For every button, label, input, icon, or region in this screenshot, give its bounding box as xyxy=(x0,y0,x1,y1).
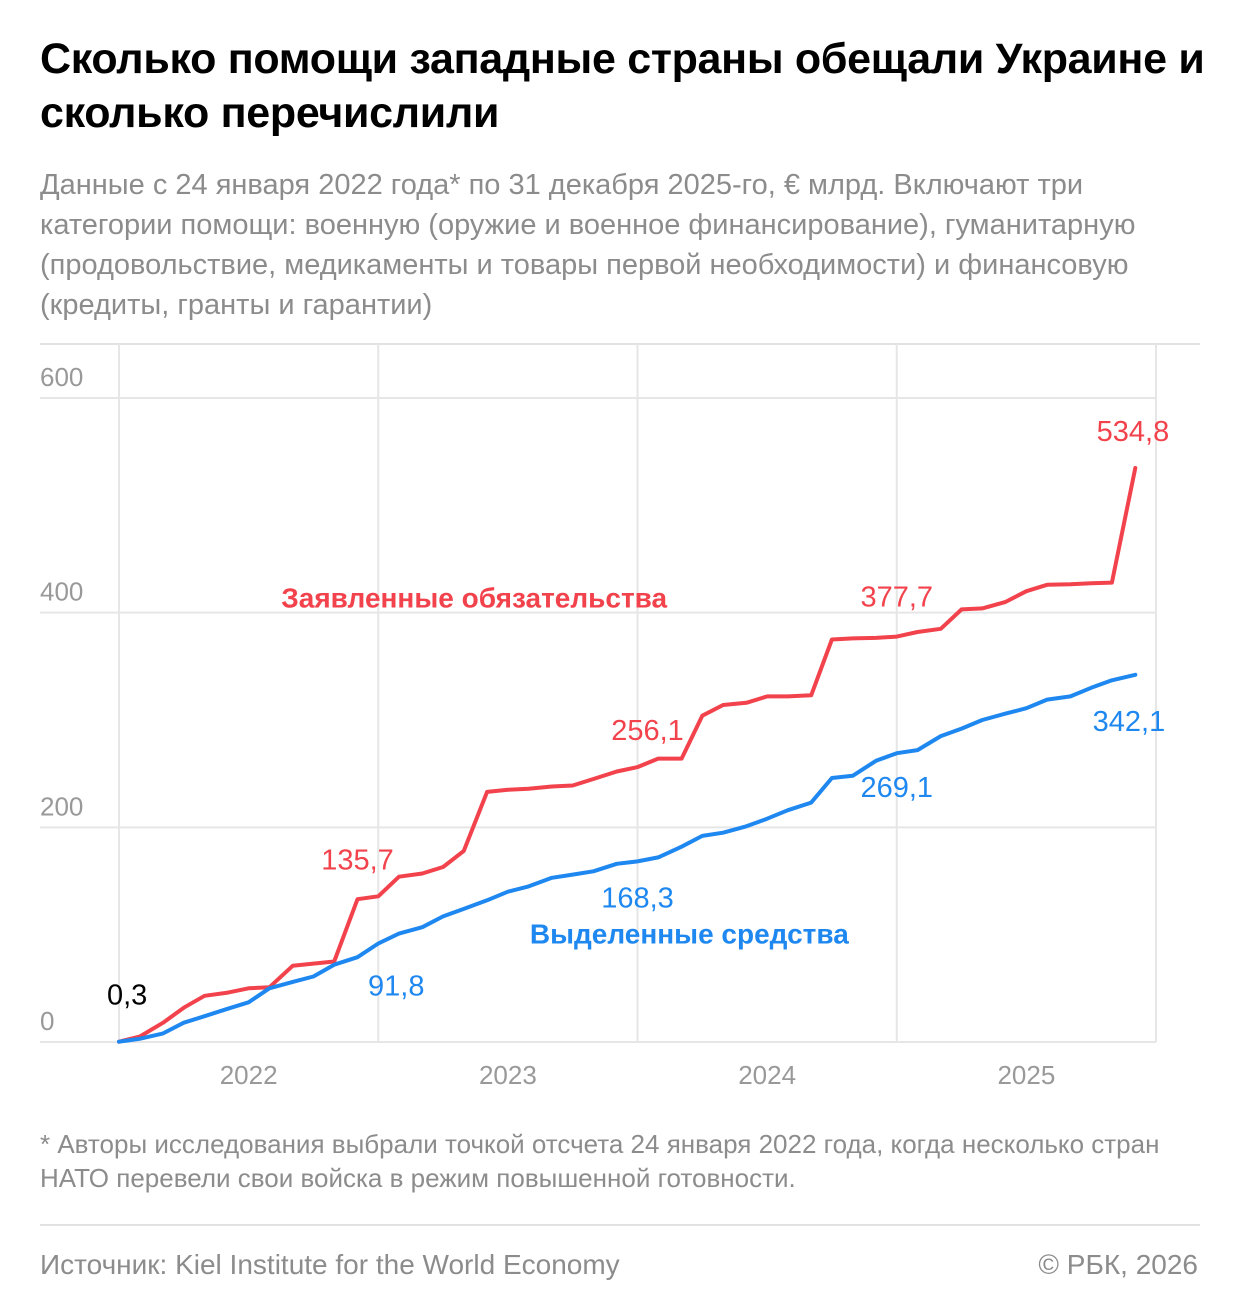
line-chart: 0 200 400 600 2022 2023 2024 2025 Заявленные обя… xyxy=(40,344,1170,1090)
chart-subtitle: Данные с 24 января 2022 года* по 31 дека… xyxy=(40,169,1136,321)
source-credit: Источник: Kiel Institute for the World E… xyxy=(40,1249,620,1280)
x-tick-label: 2023 xyxy=(479,1060,537,1090)
top-divider xyxy=(40,343,1200,345)
series-line-allocated xyxy=(117,672,1138,1044)
series-label: Заявленные обязательства xyxy=(281,582,667,613)
x-tick-label: 2022 xyxy=(220,1060,278,1090)
series-line-pledged xyxy=(117,466,1138,1044)
data-label: 534,8 xyxy=(1097,416,1170,448)
data-label: 256,1 xyxy=(611,715,684,747)
data-label: 168,3 xyxy=(601,882,674,914)
data-label: 0,3 xyxy=(107,980,147,1012)
data-label: 269,1 xyxy=(860,772,933,804)
y-tick-label: 400 xyxy=(40,577,83,607)
y-tick-label: 600 xyxy=(40,362,83,392)
copyright: © РБК, 2026 xyxy=(1038,1249,1198,1280)
bottom-divider xyxy=(40,1224,1200,1226)
data-label: 135,7 xyxy=(321,844,394,876)
page-title: Сколько помощи западные страны обещали У… xyxy=(40,35,1205,137)
y-tick-label: 200 xyxy=(40,791,83,821)
series-label: Выделенные средства xyxy=(530,918,849,949)
data-label: 377,7 xyxy=(860,582,933,614)
data-label: 342,1 xyxy=(1093,706,1166,738)
x-tick-label: 2024 xyxy=(738,1060,796,1090)
footnote: * Авторы исследования выбрали точкой отс… xyxy=(40,1129,1160,1193)
data-label: 91,8 xyxy=(368,970,424,1002)
y-tick-label: 0 xyxy=(40,1006,54,1036)
x-tick-label: 2025 xyxy=(997,1060,1055,1090)
